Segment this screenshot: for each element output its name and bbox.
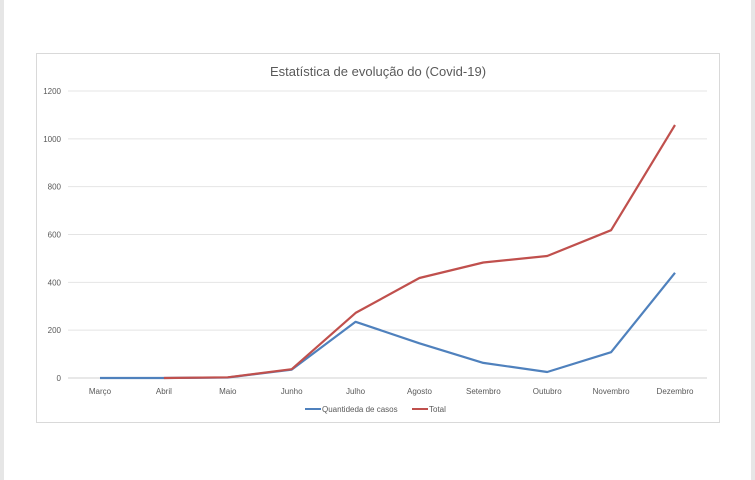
y-tick-label: 1000 — [43, 135, 61, 144]
legend-label: Quantideda de casos — [322, 405, 398, 414]
series-line-total — [163, 124, 676, 380]
y-tick-label: 200 — [48, 326, 62, 335]
y-tick-label: 800 — [48, 183, 62, 192]
x-tick-label: Março — [89, 387, 112, 396]
page-edge-left — [0, 0, 4, 480]
chart-title: Estatística de evolução do (Covid-19) — [270, 64, 486, 79]
x-tick-label: Outubro — [533, 387, 562, 396]
series-line-casos — [100, 272, 676, 380]
x-tick-label: Setembro — [466, 387, 501, 396]
x-tick-label: Maio — [219, 387, 237, 396]
legend-label: Total — [429, 405, 446, 414]
y-tick-label: 600 — [48, 231, 62, 240]
x-tick-label: Agosto — [407, 387, 432, 396]
x-tick-label: Junho — [281, 387, 303, 396]
x-tick-label: Abril — [156, 387, 172, 396]
x-tick-label: Julho — [346, 387, 366, 396]
x-tick-label: Novembro — [593, 387, 630, 396]
y-tick-label: 400 — [48, 278, 62, 287]
chart-area — [36, 53, 720, 423]
y-tick-label: 0 — [57, 374, 62, 383]
y-tick-label: 1200 — [43, 87, 61, 96]
x-tick-label: Dezembro — [657, 387, 694, 396]
page-edge-right — [751, 0, 755, 480]
